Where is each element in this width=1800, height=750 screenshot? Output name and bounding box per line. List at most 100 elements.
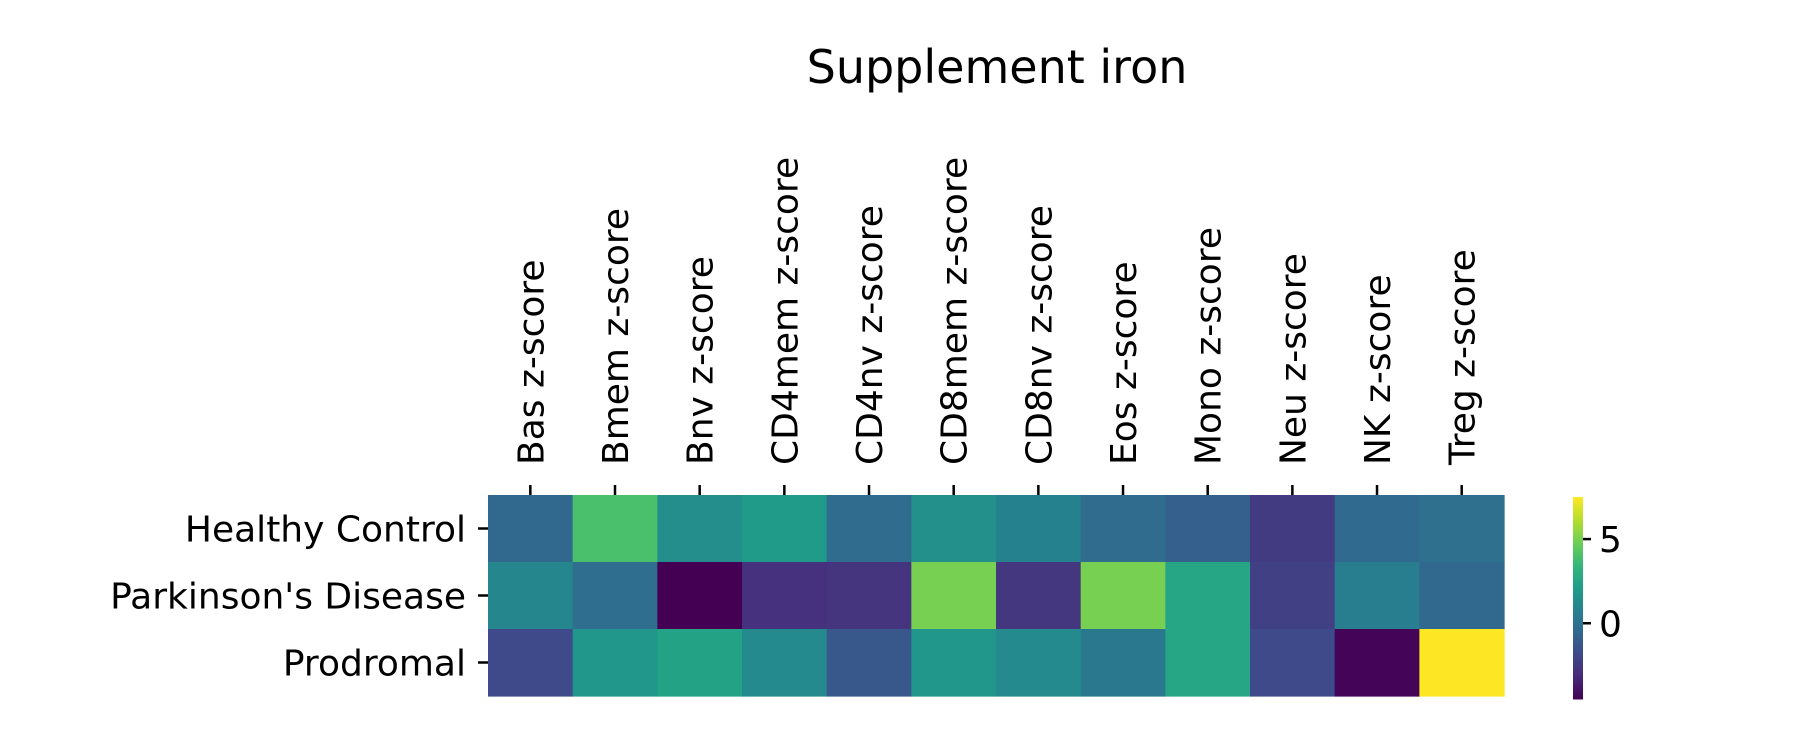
colorbar-segment xyxy=(1573,595,1583,599)
heatmap-cell xyxy=(657,495,743,563)
heatmap-cell xyxy=(1080,562,1166,630)
heatmap-cell xyxy=(1250,495,1336,563)
colorbar-segment xyxy=(1573,577,1583,581)
colorbar-segment xyxy=(1573,612,1583,615)
colorbar-segment xyxy=(1573,672,1583,676)
x-tick-label: Bas z-score xyxy=(511,259,552,465)
colorbar-segment xyxy=(1573,652,1583,656)
heatmap-cell xyxy=(996,562,1082,630)
colorbar-segment xyxy=(1573,575,1583,579)
heatmap-cell xyxy=(1334,629,1420,697)
colorbar-segment xyxy=(1573,533,1583,536)
heatmap-cell xyxy=(1165,495,1251,563)
x-tick-label: CD8nv z-score xyxy=(1019,205,1060,465)
colorbar-segment xyxy=(1573,547,1583,551)
heatmap-cell xyxy=(572,629,658,697)
colorbar-segment xyxy=(1573,660,1583,664)
colorbar-segment xyxy=(1573,658,1583,662)
colorbar-segment xyxy=(1573,559,1583,563)
colorbar-segment xyxy=(1573,668,1583,672)
y-tick-label: Healthy Control xyxy=(185,510,466,551)
heatmap-cell xyxy=(1165,629,1251,697)
colorbar-segment xyxy=(1573,517,1583,520)
colorbar-segment xyxy=(1573,513,1583,516)
colorbar-segment xyxy=(1573,680,1583,684)
colorbar-segment xyxy=(1573,640,1583,643)
colorbar-segment xyxy=(1573,622,1583,625)
heatmap-cell xyxy=(488,629,574,697)
x-tick-label: CD4nv z-score xyxy=(850,205,891,465)
colorbar-segment xyxy=(1573,628,1583,631)
chart-title: Supplement iron xyxy=(807,40,1188,94)
heatmap-cell xyxy=(996,629,1082,697)
colorbar-segment xyxy=(1573,634,1583,637)
colorbar-segment xyxy=(1573,636,1583,639)
x-tick-label: NK z-score xyxy=(1358,274,1399,465)
colorbar-segment xyxy=(1573,571,1583,575)
x-tick-label: Bnv z-score xyxy=(681,256,722,465)
y-tick-label: Prodromal xyxy=(283,644,466,685)
heatmap-cell xyxy=(1080,629,1166,697)
colorbar-segment xyxy=(1573,656,1583,660)
heatmap-cell xyxy=(657,629,743,697)
x-tick-label: CD4mem z-score xyxy=(765,157,806,465)
colorbar-segment xyxy=(1573,515,1583,518)
colorbar-segment xyxy=(1573,529,1583,532)
colorbar-segment xyxy=(1573,616,1583,619)
colorbar-segment xyxy=(1573,664,1583,668)
colorbar-segment xyxy=(1573,545,1583,548)
colorbar-segment xyxy=(1573,501,1583,504)
heatmap-cell xyxy=(488,495,574,563)
colorbar-segment xyxy=(1573,561,1583,565)
colorbar-segment xyxy=(1573,503,1583,506)
colorbar-tick-label: 5 xyxy=(1599,520,1622,561)
colorbar-segment xyxy=(1573,684,1583,688)
colorbar-segment xyxy=(1573,587,1583,591)
colorbar-segment xyxy=(1573,676,1583,680)
heatmap-cell xyxy=(826,495,912,563)
heatmap-cell xyxy=(1334,495,1420,563)
x-tick-label: Bmem z-score xyxy=(596,208,637,465)
colorbar-segment xyxy=(1573,626,1583,629)
heatmap-cell xyxy=(1250,562,1336,630)
colorbar-segment xyxy=(1573,610,1583,613)
heatmap-cell xyxy=(488,562,574,630)
heatmap-cell xyxy=(1419,495,1505,563)
colorbar-segment xyxy=(1573,602,1583,605)
heatmap-cell xyxy=(826,562,912,630)
heatmap-cell xyxy=(1250,629,1336,697)
colorbar-segment xyxy=(1573,624,1583,627)
heatmap-cell xyxy=(911,495,997,563)
colorbar-segment xyxy=(1573,563,1583,567)
heatmap-cell xyxy=(742,562,828,630)
x-tick-label: CD8mem z-score xyxy=(935,157,976,465)
colorbar-segment xyxy=(1573,557,1583,561)
heatmap-cell xyxy=(742,629,828,697)
colorbar-segment xyxy=(1573,589,1583,593)
colorbar-segment xyxy=(1573,666,1583,670)
colorbar-segment xyxy=(1573,507,1583,510)
heatmap-cell xyxy=(742,495,828,563)
colorbar-segment xyxy=(1573,654,1583,658)
y-axis-ticks: Healthy Control Parkinson's Disease Prodro… xyxy=(110,510,488,685)
colorbar-segment xyxy=(1573,505,1583,508)
colorbar-segment xyxy=(1573,646,1583,649)
colorbar-segment xyxy=(1573,600,1583,603)
colorbar-segment xyxy=(1573,644,1583,647)
colorbar-segment xyxy=(1573,648,1583,652)
colorbar-segment xyxy=(1573,694,1583,698)
x-tick-label: Neu z-score xyxy=(1273,253,1314,465)
heatmap-cells xyxy=(488,495,1505,697)
colorbar-segment xyxy=(1573,591,1583,595)
colorbar-segment xyxy=(1573,511,1583,514)
x-tick-label: Mono z-score xyxy=(1189,227,1230,465)
heatmap-cell xyxy=(911,629,997,697)
colorbar-segment xyxy=(1573,670,1583,674)
colorbar-segment xyxy=(1573,497,1583,500)
heatmap-cell xyxy=(572,495,658,563)
colorbar-segment xyxy=(1573,579,1583,583)
colorbar-segment xyxy=(1573,608,1583,611)
colorbar-segment xyxy=(1573,690,1583,694)
colorbar-segment xyxy=(1573,638,1583,641)
colorbar-segment xyxy=(1573,531,1583,534)
